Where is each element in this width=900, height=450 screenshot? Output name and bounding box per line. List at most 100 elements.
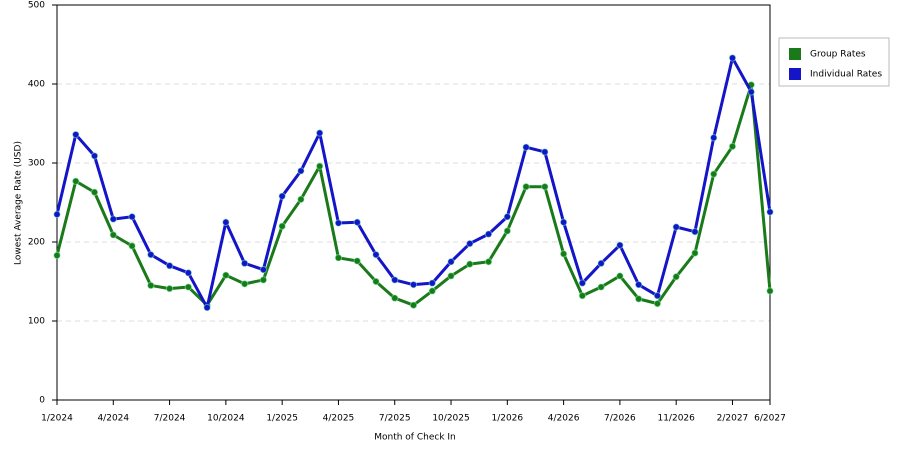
data-point	[409, 301, 418, 309]
legend-swatch	[789, 68, 801, 80]
data-point	[466, 239, 474, 248]
data-point	[165, 262, 174, 270]
data-point	[72, 130, 80, 139]
data-point	[128, 213, 136, 221]
x-tick-label: 1/2025	[266, 414, 298, 424]
data-point	[72, 177, 80, 185]
data-point	[128, 242, 136, 250]
x-tick-label: 10/2024	[207, 414, 245, 424]
data-point	[165, 284, 174, 293]
data-point	[691, 228, 699, 236]
data-point	[672, 273, 680, 281]
y-tick-label: 0	[39, 396, 45, 406]
data-point	[259, 265, 268, 274]
data-point	[147, 250, 155, 259]
y-tick-label: 200	[28, 238, 45, 248]
data-point	[484, 230, 493, 238]
x-tick-label: 4/2025	[323, 414, 355, 424]
data-point	[616, 272, 624, 280]
data-point	[372, 250, 380, 259]
x-tick-label: 7/2024	[154, 414, 186, 424]
data-point	[334, 219, 343, 227]
x-tick-label: 1/2026	[491, 414, 523, 424]
x-tick-label: 7/2026	[604, 414, 636, 424]
plot-frame	[56, 4, 771, 401]
data-point	[203, 303, 211, 312]
data-point	[691, 249, 699, 257]
data-point	[222, 271, 230, 279]
data-point	[240, 259, 249, 268]
series-line	[55, 56, 772, 310]
data-point	[315, 162, 324, 170]
legend-swatch	[789, 48, 801, 60]
data-point	[428, 287, 436, 295]
y-tick-label: 400	[28, 80, 45, 90]
data-point	[372, 277, 380, 286]
data-point	[53, 251, 61, 260]
data-point	[484, 258, 493, 266]
data-point	[447, 258, 455, 266]
data-point	[503, 227, 512, 235]
data-point	[109, 231, 117, 239]
data-point	[409, 280, 418, 289]
data-point	[522, 143, 530, 151]
y-tick-label: 500	[28, 1, 45, 11]
data-point	[297, 167, 305, 175]
data-point	[634, 295, 643, 303]
data-point	[653, 299, 662, 308]
data-point	[634, 280, 643, 289]
x-tick-label: 10/2025	[432, 414, 469, 424]
y-tick-label: 300	[28, 159, 45, 169]
data-point	[109, 215, 117, 223]
data-point	[353, 218, 361, 226]
x-tick-label: 1/2024	[41, 414, 73, 424]
data-point	[747, 88, 755, 96]
data-point	[240, 280, 249, 288]
data-point	[578, 292, 587, 300]
data-point	[259, 276, 268, 284]
x-tick-label: 11/2026	[657, 414, 695, 424]
data-point	[728, 54, 737, 62]
data-point	[278, 192, 286, 200]
data-point	[278, 222, 286, 230]
data-point	[710, 170, 718, 178]
data-point	[466, 260, 474, 268]
x-axis-label: Month of Check In	[374, 433, 456, 443]
data-point	[147, 281, 155, 290]
data-point	[428, 279, 436, 287]
data-point	[541, 183, 549, 191]
x-tick-label: 2/2027	[717, 414, 749, 424]
data-point	[766, 208, 774, 216]
data-point	[616, 241, 624, 249]
legend-label: Group Rates	[810, 50, 866, 60]
y-tick-label: 100	[28, 317, 45, 327]
data-point	[503, 213, 512, 221]
data-point	[53, 210, 61, 219]
data-point	[315, 129, 324, 137]
data-point	[334, 254, 343, 262]
data-point	[578, 279, 587, 287]
data-point	[559, 218, 568, 226]
data-point	[597, 259, 605, 268]
data-point	[90, 188, 99, 196]
data-point	[522, 183, 530, 191]
x-tick-label: 4/2024	[97, 414, 129, 424]
y-axis-label: Lowest Average Rate (USD)	[14, 141, 24, 265]
data-point	[90, 152, 99, 160]
data-point	[766, 287, 774, 295]
data-point	[710, 134, 718, 142]
data-point	[653, 292, 662, 300]
data-point	[391, 276, 399, 284]
data-point	[597, 283, 605, 291]
data-point	[541, 148, 549, 156]
data-point	[672, 223, 680, 231]
data-point	[447, 272, 455, 280]
legend-label: Individual Rates	[810, 70, 882, 80]
data-point	[559, 250, 568, 258]
data-point	[184, 269, 193, 277]
data-point	[222, 218, 230, 226]
x-tick-label: 7/2025	[379, 414, 411, 424]
data-point	[391, 294, 399, 302]
data-point	[184, 283, 193, 291]
